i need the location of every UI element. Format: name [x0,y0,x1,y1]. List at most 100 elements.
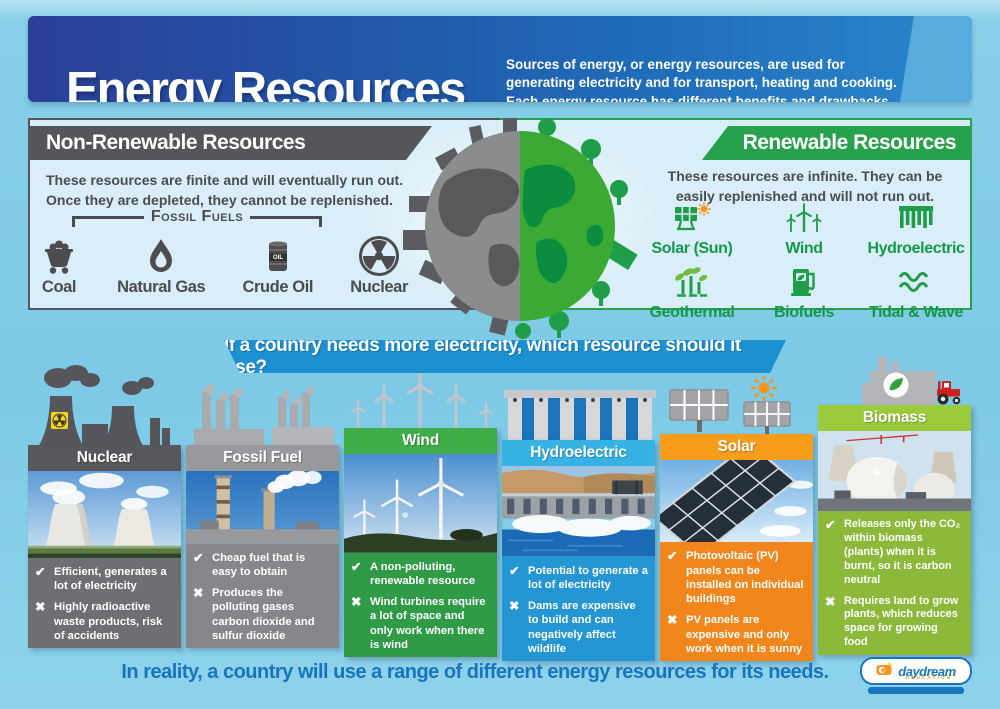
renewable-icon-grid: Solar (Sun) Wind [636,202,972,322]
cross-icon: ✖ [193,586,204,601]
card-header-biomass: Biomass [818,405,971,431]
solar-panels-photo [660,460,813,543]
con-point: ✖ Produces the polluting gases carbon di… [193,586,315,642]
wind-turbines-photo [344,454,497,553]
daydream-logo: daydream education [860,657,972,694]
hydroelectric-item: Hydroelectric [860,202,972,258]
daydream-logo-subtext: education [906,675,953,680]
biofuels-item: Biofuels [748,266,860,322]
nuclear-plant-silhouette [28,362,184,452]
pro-point: ✔ Releases only the CO₂ within biomass (… [825,518,961,586]
nuclear-item: Nuclear [350,236,408,297]
geyser-plants-icon [672,266,712,303]
card-header-hydroelectric: Hydroelectric [502,440,655,466]
hydroelectric-pros-cons: ✔ Potential to generate a lot of electri… [502,556,655,661]
logo-tagline-strip [868,687,964,694]
bracket-left-end [72,216,85,227]
cross-icon: ✖ [509,599,520,614]
wind-item: Wind [748,202,860,258]
resource-card-hydroelectric: Hydroelectric [502,440,655,661]
wind-pros-cons: ✔ A non-polluting, renewable resource ✖ … [344,552,497,657]
card-header-nuclear: Nuclear [28,445,181,471]
natural-gas-item: Natural Gas [117,236,206,297]
fossil-fuel-pros-cons: ✔ Cheap fuel that is easy to obtain ✖ Pr… [186,543,339,648]
wind-turbines-silhouette [344,368,500,435]
solar-panels-sun-silhouette [660,375,816,439]
coal-item: Coal [38,236,80,297]
footer-statement: In reality, a country will use a range o… [121,661,829,683]
con-point: ✖ Requires land to grow plants, which re… [825,594,959,649]
con-point: ✖ Wind turbines require a lot of space a… [351,595,486,651]
non-renewable-title-banner: Non-Renewable Resources [30,126,432,160]
resource-card-fossil-fuel: Fossil Fuel ✔ [186,445,339,648]
pro-point: ✔ Photovoltaic (PV) panels can be instal… [667,549,804,606]
pro-point: ✔ Potential to generate a lot of electri… [509,563,648,591]
flame-icon [141,236,181,276]
page-description: Sources of energy, or energy resources, … [506,56,897,103]
non-renewable-description: These resources are finite and will even… [46,172,404,209]
hydroelectric-dam-photo [502,466,655,557]
check-icon: ✔ [193,550,204,565]
bracket-right-end [309,216,322,227]
pro-point: ✔ Cheap fuel that is easy to obtain [193,550,306,578]
biomass-plant-photo [818,431,971,512]
wind-turbines-icon [784,202,824,239]
nuclear-cooling-towers-photo [28,471,181,558]
cross-icon: ✖ [351,595,362,610]
coal-cart-icon [38,236,80,276]
half-industrial-half-green-globe [395,118,645,343]
renewable-description: These resources are infinite. They can b… [667,168,943,205]
con-point: ✖ Dams are expensive to build and can ne… [509,599,636,655]
resource-card-solar: Solar ✔ Photovoltaic (PV) panels can be … [660,434,813,661]
question-banner: If a country needs more electricity, whi… [224,340,786,373]
check-icon: ✔ [509,563,520,578]
solar-sun-item: Solar (Sun) [636,202,748,258]
renewable-title: Renewable Resources [742,131,957,154]
page-title: Energy Resources [66,62,466,102]
daydream-logo-wordmark: daydream [898,663,956,679]
biomass-factory-tractor-silhouette [818,355,974,412]
tidal-wave-item: Tidal & Wave [860,266,972,322]
check-icon: ✔ [667,549,678,564]
dam-silhouette [502,388,658,445]
fossil-factory-silhouette [186,377,342,450]
check-icon: ✔ [825,518,836,533]
cross-icon: ✖ [825,594,836,609]
oil-barrel-icon: OIL [258,236,298,276]
solar-panel-sun-icon [672,202,712,239]
non-renewable-title: Non-Renewable Resources [46,131,306,154]
solar-pros-cons: ✔ Photovoltaic (PV) panels can be instal… [660,542,813,661]
crude-oil-item: OIL Crude Oil [242,236,314,297]
cross-icon: ✖ [667,613,678,628]
header-slant-decoration [900,16,972,102]
geothermal-item: Geothermal [636,266,748,322]
svg-text:OIL: OIL [273,255,283,261]
con-point: ✖ Highly radioactive waste products, ris… [35,600,163,642]
pro-point: ✔ Efficient, generates a lot of electric… [35,564,167,593]
pro-point: ✔ A non-polluting, renewable resource [351,559,476,587]
cross-icon: ✖ [35,600,46,615]
fossil-fuel-smokestacks-photo [186,471,339,544]
con-point: ✖ PV panels are expensive and only work … [667,613,803,655]
dam-icon [896,202,936,239]
check-icon: ✔ [351,559,362,574]
daydream-logo-icon [876,662,894,681]
check-icon: ✔ [35,564,46,579]
resource-card-wind: Wind ✔ A non-p [344,428,497,657]
resource-card-nuclear: Nuclear ✔ Efficient, generates a lo [28,445,181,648]
nuclear-pros-cons: ✔ Efficient, generates a lot of electric… [28,557,181,648]
renewable-title-banner: Renewable Resources [702,126,970,160]
non-renewable-icon-row: Coal Natural Gas OIL [38,236,408,297]
card-header-fossil-fuel: Fossil Fuel [186,445,339,471]
daydream-logo-box: daydream [860,657,972,685]
fuel-pump-leaf-icon [784,266,824,303]
waves-icon [896,266,936,303]
card-header-wind: Wind [344,428,497,454]
radiation-icon [359,236,400,276]
fossil-fuels-group-label: Fossil Fuels [150,208,244,225]
biomass-pros-cons: ✔ Releases only the CO₂ within biomass (… [818,511,971,655]
fossil-fuels-bracket: Fossil Fuels [72,208,322,227]
resource-card-biomass: Biomass ✔ Relea [818,405,971,655]
card-header-solar: Solar [660,434,813,460]
